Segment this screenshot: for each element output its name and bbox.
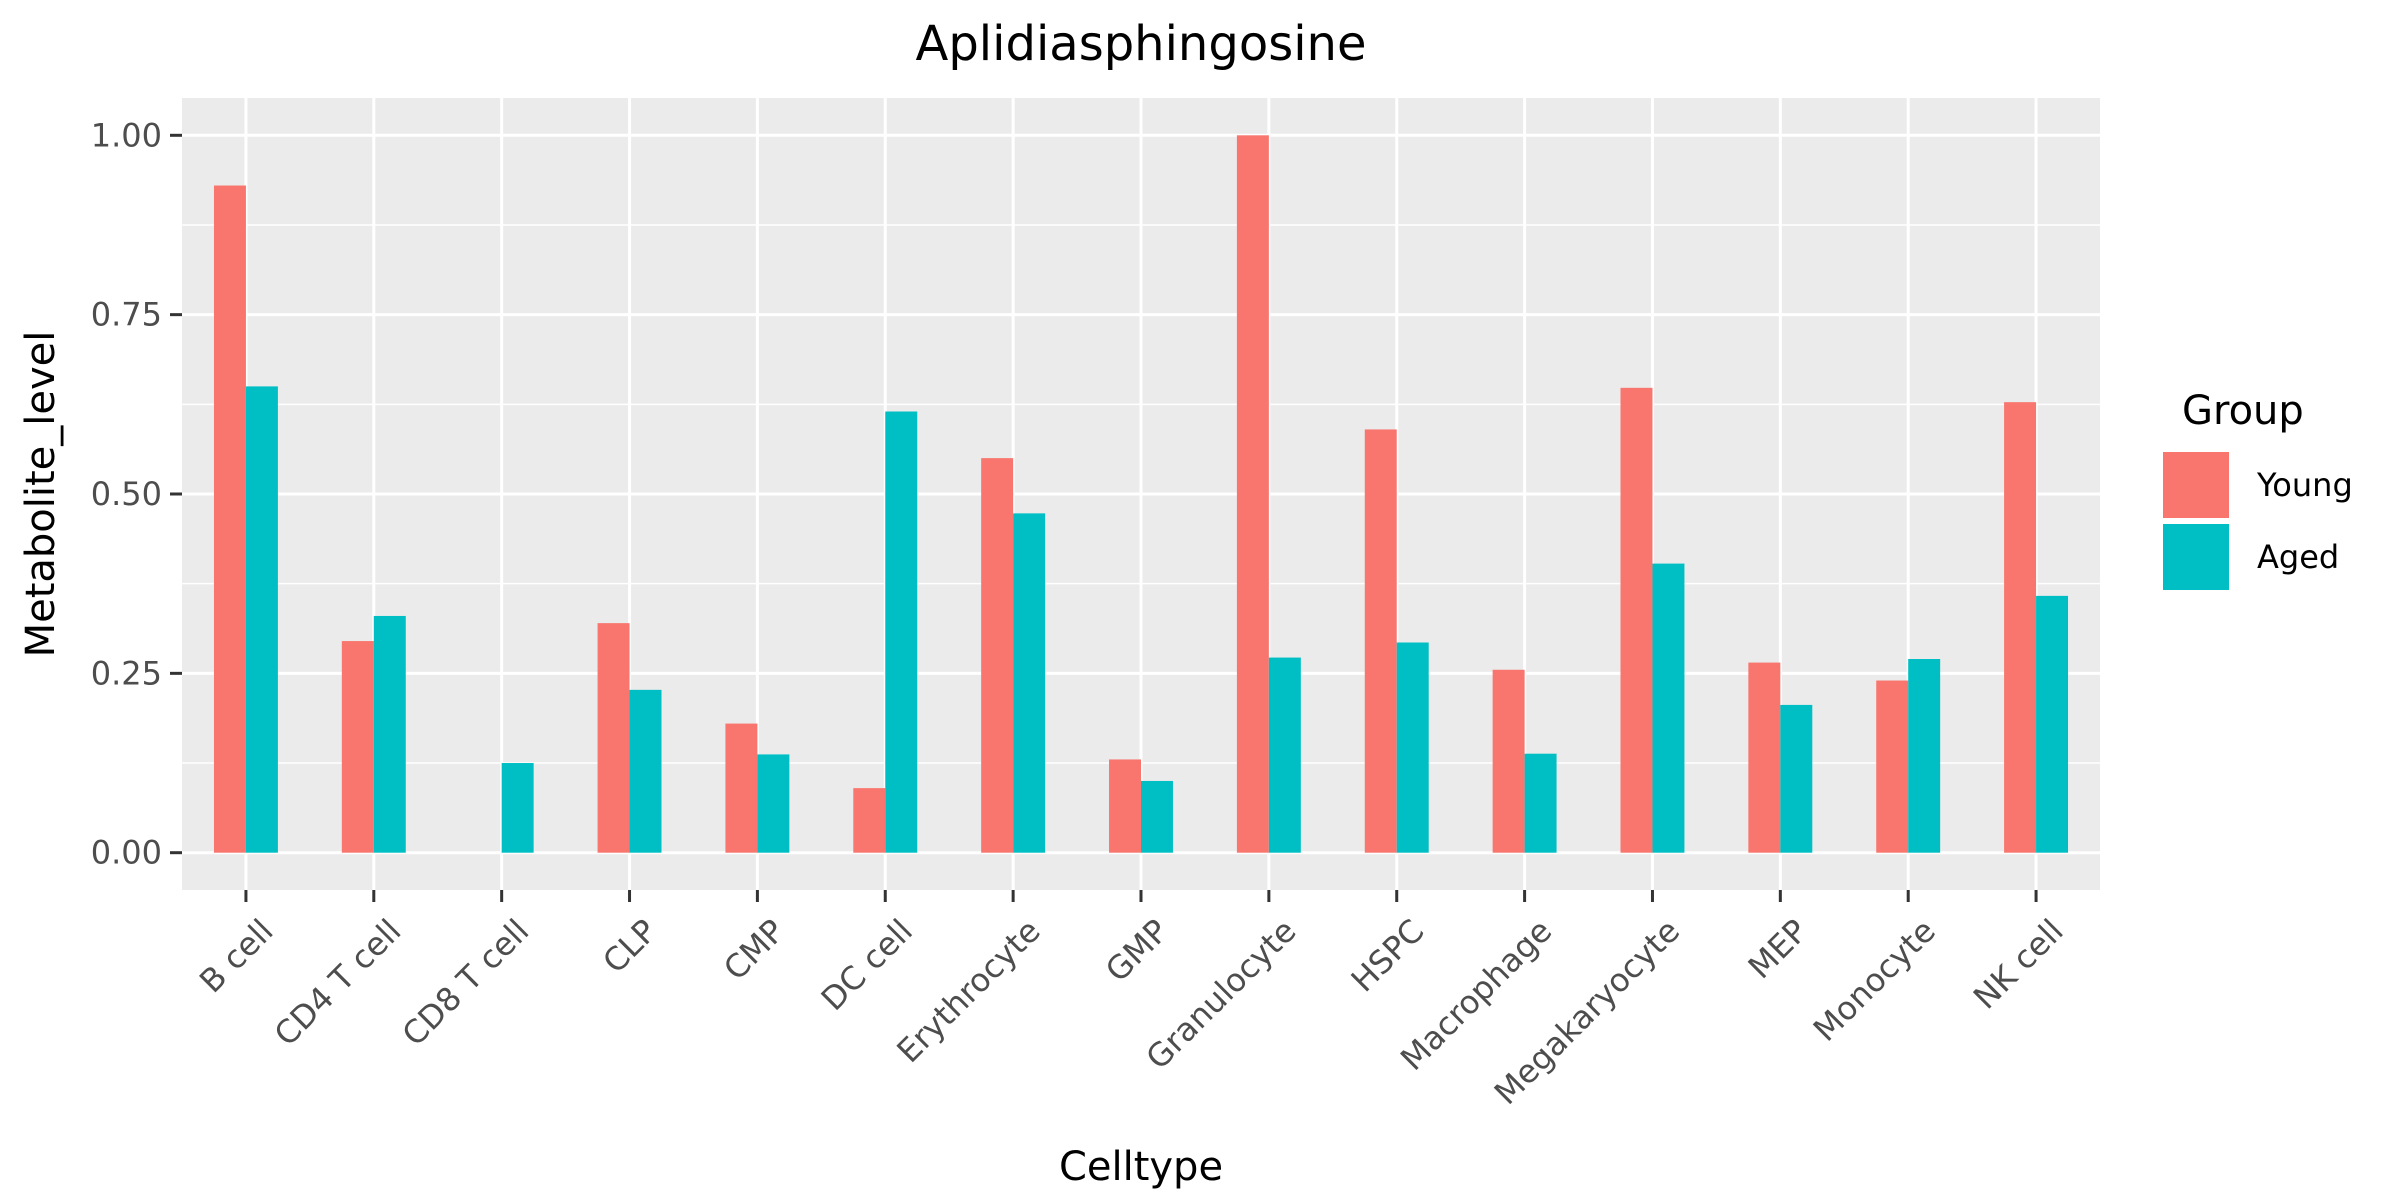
x-tick-label: CD8 T cell <box>395 912 537 1054</box>
bar-aged-megakaryocyte <box>1652 563 1685 853</box>
bar-aged-nk-cell <box>2036 595 2069 853</box>
bar-aged-cd4-t-cell <box>373 615 406 853</box>
bar-aged-cmp <box>757 754 790 853</box>
legend-key-young <box>2163 452 2229 518</box>
bar-young-dc-cell <box>853 788 886 853</box>
bar-aged-gmp <box>1141 780 1173 853</box>
y-axis-title: Metabolite_level <box>18 331 64 658</box>
legend-label-young: Young <box>2256 466 2353 504</box>
y-tick-label: 0.00 <box>91 834 162 872</box>
bar-young-macrophage <box>1492 669 1525 853</box>
bar-aged-granulocyte <box>1268 657 1301 853</box>
y-axis: 0.00 0.25 0.50 0.75 1.00 <box>91 116 182 872</box>
bar-young-nk-cell <box>2004 402 2037 853</box>
x-tick-label: NK cell <box>1966 912 2071 1017</box>
x-tick-label: GMP <box>1098 912 1176 990</box>
x-tick-label: CD4 T cell <box>267 912 409 1054</box>
x-tick-label: CMP <box>716 912 792 988</box>
bar-young-monocyte <box>1876 680 1909 853</box>
legend-key-aged <box>2163 524 2229 590</box>
y-tick-label: 0.75 <box>91 296 162 334</box>
bar-young-granulocyte <box>1236 135 1269 853</box>
bar-young-clp <box>597 623 630 853</box>
bar-young-megakaryocyte <box>1620 387 1653 853</box>
y-tick-label: 0.50 <box>91 475 162 513</box>
bar-aged-monocyte <box>1908 659 1941 853</box>
bar-young-b-cell <box>213 185 246 853</box>
legend-title: Group <box>2182 388 2304 434</box>
y-tick-label: 1.00 <box>91 116 162 154</box>
bar-series <box>213 135 2069 853</box>
bar-young-gmp <box>1109 759 1141 853</box>
x-tick-label: CLP <box>595 912 664 981</box>
legend: Group Young Aged <box>2163 388 2353 590</box>
bar-aged-cd8-t-cell <box>501 763 534 853</box>
bar-aged-dc-cell <box>885 411 918 853</box>
x-tick-label: DC cell <box>814 912 920 1018</box>
bar-young-mep <box>1748 662 1781 853</box>
x-tick-label: Monocyte <box>1806 912 1943 1049</box>
x-tick-label: B cell <box>192 912 281 1001</box>
chart-title: Aplidiasphingosine <box>916 16 1367 72</box>
bar-aged-b-cell <box>245 386 278 853</box>
x-axis-title: Celltype <box>1059 1144 1223 1190</box>
bar-aged-clp <box>629 689 662 853</box>
x-tick-label: MEP <box>1741 912 1815 986</box>
bar-young-cmp <box>725 723 758 853</box>
bar-aged-erythrocyte <box>1013 513 1046 853</box>
bar-young-cd4-t-cell <box>341 641 374 853</box>
y-tick-label: 0.25 <box>91 654 162 692</box>
bar-aged-macrophage <box>1524 753 1557 853</box>
bar-aged-hspc <box>1396 642 1429 853</box>
bar-aged-mep <box>1780 704 1813 853</box>
legend-label-aged: Aged <box>2257 538 2339 576</box>
bar-young-erythrocyte <box>981 458 1014 853</box>
bar-young-hspc <box>1364 429 1397 853</box>
x-tick-label: HSPC <box>1344 912 1432 1000</box>
